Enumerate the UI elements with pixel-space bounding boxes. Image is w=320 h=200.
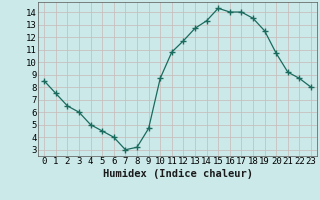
X-axis label: Humidex (Indice chaleur): Humidex (Indice chaleur) — [103, 169, 252, 179]
